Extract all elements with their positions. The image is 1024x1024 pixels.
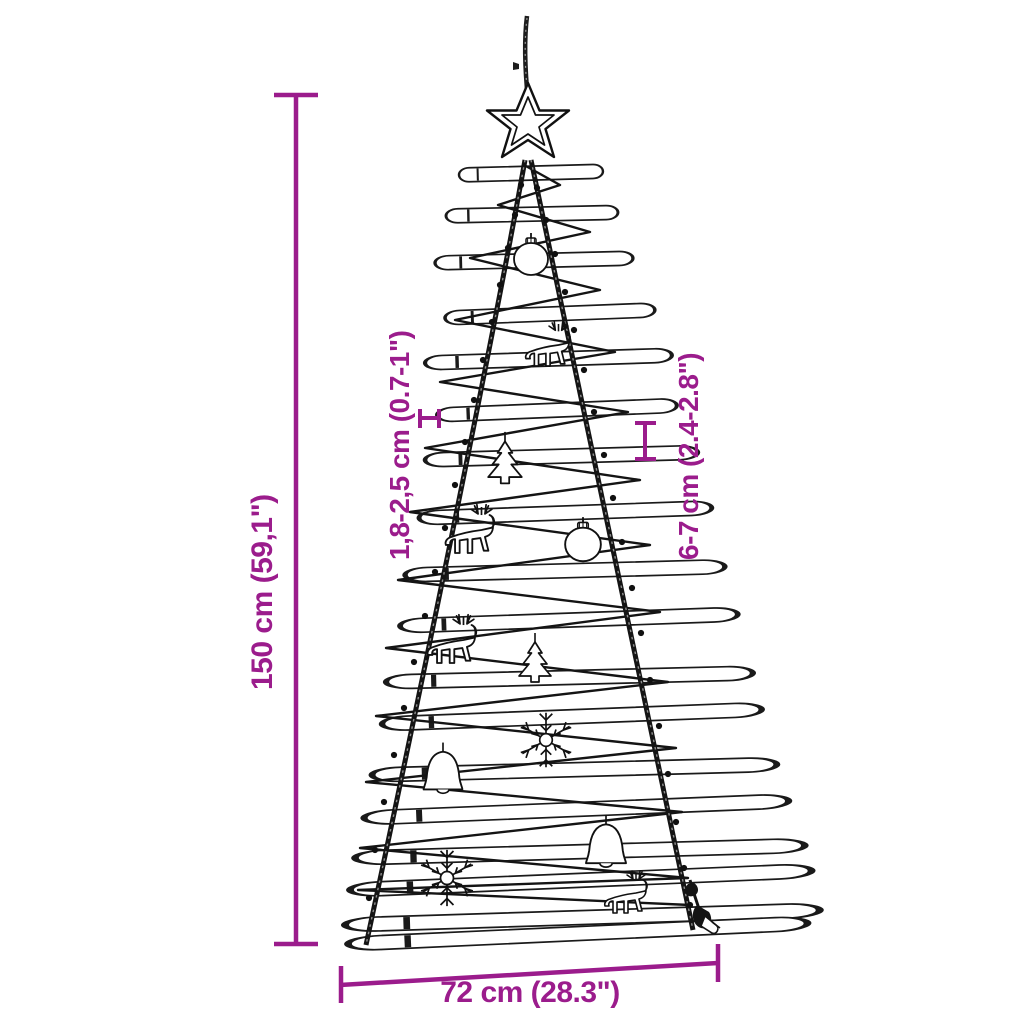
bauble-ornament — [564, 516, 602, 563]
dowel-rung — [400, 607, 738, 633]
dowel-rung — [355, 838, 805, 865]
string-light-zigzag — [356, 163, 691, 907]
dowel-rung — [405, 560, 725, 582]
light-string-edges — [363, 159, 696, 946]
led-bulbs — [365, 181, 694, 909]
width-dimension-label: 72 cm (28.3") — [440, 976, 620, 1009]
dowel-rung — [364, 794, 789, 825]
tree-ornament — [518, 632, 552, 683]
bell-ornament — [422, 741, 464, 795]
width-dimension-line — [338, 944, 721, 1003]
height-dimension-label: 150 cm (59,1") — [246, 494, 279, 690]
bauble-ornament — [513, 232, 549, 276]
dowel-rung — [442, 301, 657, 327]
star-topper-icon — [485, 81, 571, 159]
bulb-spacing-marker — [635, 421, 656, 461]
dowel-rung — [382, 702, 762, 731]
power-plug-icon — [685, 879, 721, 935]
christmas-tree-graphic — [345, 15, 820, 951]
dowel-diameter-marker — [418, 409, 441, 428]
dowel-diameter-label: 1,8-2,5 cm (0.7-1") — [384, 331, 415, 560]
height-dimension-line — [274, 92, 318, 947]
bulb-spacing-label: 6-7 cm (2.4-2.8") — [673, 353, 704, 560]
